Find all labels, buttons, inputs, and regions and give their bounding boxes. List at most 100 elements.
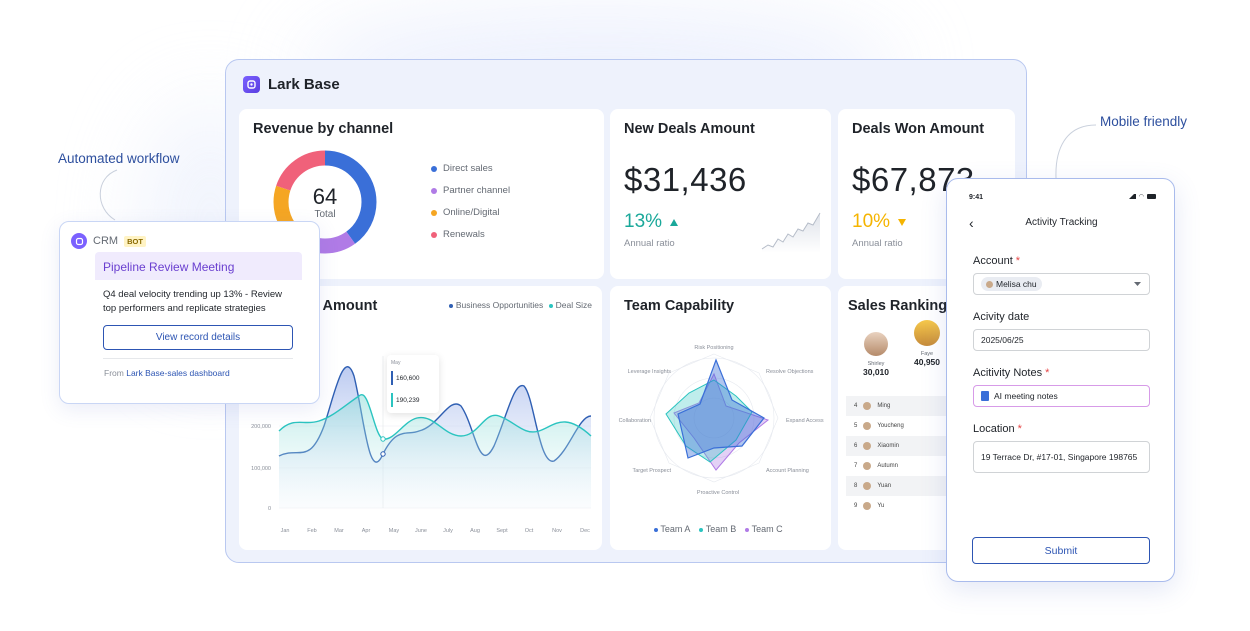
card-title: Team Capability — [624, 298, 735, 314]
notes-field[interactable]: AI meeting notes — [973, 385, 1150, 407]
donut-chart — [273, 150, 377, 254]
account-label: Account * — [973, 255, 1021, 267]
x-tick: Oct — [525, 528, 534, 534]
legend-dot — [431, 165, 437, 172]
crm-bot-card: CRM BOT Pipeline Review Meeting Q4 deal … — [59, 221, 320, 404]
amount-legend: Business Opportunities Deal Size — [449, 300, 592, 310]
legend-item: Renewals — [431, 229, 510, 240]
view-record-button[interactable]: View record details — [103, 325, 293, 350]
legend-item: Team C — [745, 524, 783, 534]
new-deals-change: 13% — [624, 211, 679, 233]
x-tick: Nov — [552, 528, 562, 534]
radar-axis-label: Collaboration — [619, 418, 651, 424]
card-title: Revenue by channel — [253, 121, 394, 137]
trend-up-icon — [670, 219, 679, 226]
brand: Lark Base — [243, 76, 340, 93]
dashboard-link[interactable]: Lark Base-sales dashboard — [126, 368, 230, 378]
x-tick: June — [415, 528, 427, 534]
divider — [103, 358, 293, 359]
y-tick: 0 — [268, 506, 271, 512]
tooltip-row: 190,239 — [391, 393, 435, 407]
x-tick: Apr — [362, 528, 371, 534]
new-deals-amount: $31,436 — [624, 161, 747, 198]
card-title: Sales Ranking — [848, 298, 948, 314]
radar-axis-label: Risk Positioning — [694, 345, 733, 351]
phone-title: Activity Tracking — [1025, 217, 1098, 228]
account-select[interactable]: Melisa chu — [973, 273, 1150, 295]
callout-mobile-friendly: Mobile friendly — [1100, 114, 1188, 129]
x-tick: Sept — [496, 528, 508, 534]
date-label: Acivity date — [973, 311, 1030, 323]
submit-button[interactable]: Submit — [972, 537, 1150, 564]
y-tick: 200,000 — [251, 424, 271, 430]
x-tick: Dec — [580, 528, 590, 534]
revenue-by-channel-card: Revenue by channel 64 Total Direct sales… — [239, 109, 604, 279]
back-chevron-icon[interactable]: ‹ — [969, 215, 974, 231]
mobile-activity-form: 9:41 ◠ ‹ Activity Tracking Account * Meli… — [946, 178, 1175, 582]
crm-app-icon — [71, 233, 87, 249]
tooltip-row: 160,600 — [391, 371, 435, 385]
sparkline — [761, 212, 821, 253]
legend-item: Deal Size — [549, 300, 592, 310]
chevron-down-icon — [1134, 282, 1141, 286]
legend-item: Online/Digital — [431, 207, 510, 218]
bot-header: CRM BOT — [71, 233, 146, 249]
amount-line-chart: 200,000 100,000 0 Jan Feb Mar Apr May Ju… — [251, 356, 592, 534]
legend-item: Team A — [654, 524, 690, 534]
radar-axis-label: Resolve Objections — [766, 369, 814, 375]
status-icons: ◠ — [1128, 193, 1156, 200]
legend-dot — [431, 231, 437, 238]
trend-down-icon — [898, 219, 907, 226]
bot-app-name: CRM — [93, 235, 119, 247]
document-icon — [981, 391, 989, 401]
radar-axis-label: Expand Access — [786, 418, 824, 424]
status-time: 9:41 — [969, 194, 984, 201]
brand-name: Lark Base — [268, 76, 340, 93]
list-item: 9 Yu — [854, 502, 885, 510]
radar-team-b — [665, 379, 753, 463]
card-title: Deals Won Amount — [852, 121, 985, 137]
x-tick: Mar — [334, 528, 344, 534]
series-business-opportunities — [278, 366, 592, 463]
battery-icon — [1147, 194, 1156, 199]
team-capability-card: Team Capability Risk Positioning Resolve… — [610, 286, 831, 550]
list-item: 5 Youcheng — [854, 422, 904, 430]
radar-legend: Team A Team B Team C — [654, 524, 783, 534]
radar-team-c — [673, 372, 770, 471]
series-deal-size — [278, 394, 592, 440]
legend-item: Team B — [699, 524, 736, 534]
connector-line — [99, 169, 118, 221]
date-field[interactable]: 2025/06/25 — [973, 329, 1150, 351]
radar-chart: Risk Positioning Resolve Objections Expa… — [619, 345, 824, 496]
bot-footer: From Lark Base-sales dashboard — [104, 368, 230, 378]
chart-tooltip: May 160,600 190,239 — [387, 355, 439, 413]
account-chip: Melisa chu — [981, 277, 1042, 291]
tooltip-month: May — [391, 360, 401, 366]
bot-message-header — [95, 252, 302, 280]
bot-message-title: Pipeline Review Meeting — [103, 260, 235, 274]
data-point — [380, 451, 386, 457]
legend-item: Partner channel — [431, 185, 510, 196]
location-field[interactable]: 19 Terrace Dr, #17-01, Singapore 198765 — [973, 441, 1150, 473]
card-title: s Amount — [311, 298, 378, 314]
avatar — [986, 280, 993, 288]
x-tick: Jan — [281, 528, 290, 534]
bot-message-body: Q4 deal velocity trending up 13% - Revie… — [103, 289, 283, 314]
x-tick: July — [443, 528, 453, 534]
radar-axis-label: Proactive Control — [697, 490, 739, 496]
legend-dot — [431, 187, 437, 194]
radar-axis-label: Account Planning — [766, 468, 809, 474]
avatar — [914, 320, 940, 346]
y-tick: 100,000 — [251, 466, 271, 472]
location-label: Location * — [973, 423, 1022, 435]
radar-axis-label: Leverage Insights — [628, 369, 672, 375]
deals-won-caption: Annual ratio — [852, 238, 903, 249]
notes-label: Acitivity Notes * — [973, 367, 1050, 379]
connector-line — [1055, 124, 1097, 179]
signal-icon — [1128, 194, 1136, 199]
legend-item: Business Opportunities — [449, 300, 543, 310]
bot-badge: BOT — [124, 235, 146, 247]
x-tick: Aug — [470, 528, 480, 534]
donut-total-label: Total — [314, 209, 336, 220]
legend-dot — [431, 209, 437, 216]
